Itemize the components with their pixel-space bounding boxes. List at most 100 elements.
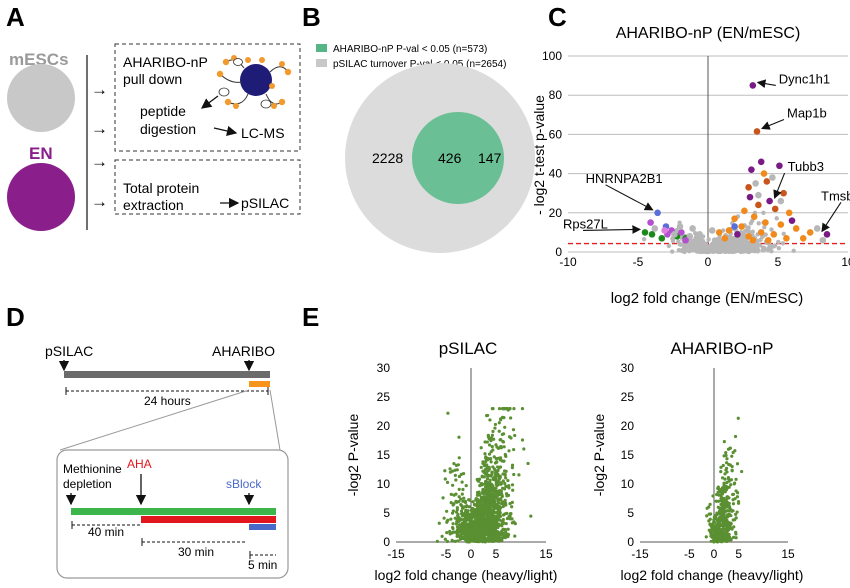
scatter-point: [498, 497, 502, 501]
scatter-point: [456, 512, 460, 516]
volcano-highlight-point: [678, 229, 685, 236]
scatter-point: [464, 505, 468, 509]
scatter-point: [713, 527, 717, 531]
scatter-point: [445, 539, 450, 544]
scatter-point: [467, 535, 472, 539]
scatter-point: [450, 525, 455, 530]
scatter-point: [470, 511, 474, 515]
y-tick-label: 25: [621, 390, 635, 404]
scatter-point: [453, 468, 457, 472]
scatter-point: [717, 535, 721, 539]
scatter-point: [724, 527, 728, 531]
volcano-highlight-point: [748, 166, 755, 173]
scatter-point: [510, 500, 514, 504]
scatter-point: [485, 473, 489, 477]
volcano-highlight-point: [746, 193, 754, 201]
volcano-point: [774, 216, 779, 221]
box1-line1: AHARIBO-nP: [123, 54, 208, 70]
x-tick-label: 15: [781, 547, 795, 561]
volcano-highlight-point: [745, 233, 752, 240]
scatter-point: [449, 517, 453, 521]
scatter-point: [489, 439, 493, 443]
scatter-point: [511, 488, 515, 492]
scatter-point: [450, 538, 454, 542]
box1-line2: pull down: [123, 71, 182, 87]
scatter-point: [452, 502, 456, 506]
panel-letter-a: A: [6, 2, 25, 32]
scatter-point: [440, 534, 444, 538]
arrow-a-3: →: [91, 152, 108, 171]
volcano-highlight-point: [792, 225, 800, 232]
scatter-point: [482, 501, 486, 505]
volcano-highlight-point: [766, 197, 773, 205]
scatter-point: [506, 527, 510, 531]
box1-step2-line1: peptide: [140, 103, 186, 119]
scatter-point: [730, 527, 734, 531]
scatter-point: [725, 480, 729, 485]
volcano-point: [740, 236, 745, 242]
x-tick-label: 0: [711, 547, 718, 561]
volcano-point: [666, 243, 672, 249]
volcano-highlight-point: [731, 215, 738, 222]
zoom-detail-box: [56, 449, 289, 579]
scatter-point: [500, 524, 504, 528]
y-tick-label: 15: [621, 448, 635, 462]
scatter-point: [512, 447, 516, 452]
y-tick-label: 25: [377, 390, 391, 404]
scatter-point: [503, 528, 508, 532]
psilac-plot-xlabel: log2 fold change (heavy/light): [375, 567, 558, 583]
y-tick-label: 0: [555, 245, 562, 259]
volcano-point: [763, 232, 768, 237]
scatter-point: [476, 511, 480, 515]
y-tick-label: 10: [621, 477, 635, 491]
scatter-point: [470, 535, 474, 540]
scatter-point: [492, 488, 496, 493]
volcano-highlight-point: [764, 236, 772, 244]
scatter-point: [448, 470, 453, 474]
scatter-point: [467, 498, 471, 502]
x-tick-label: 0: [468, 547, 475, 561]
volcano-highlight-point: [647, 219, 654, 226]
scatter-point: [716, 530, 720, 534]
scatter-point: [479, 522, 484, 526]
scatter-point: [725, 457, 729, 461]
volcano-highlight-point: [708, 227, 716, 234]
en-label: EN: [29, 144, 53, 163]
volcano-highlight-point: [745, 184, 752, 191]
scatter-point: [467, 513, 471, 517]
volcano-point: [755, 239, 760, 244]
scatter-point: [722, 481, 726, 485]
scatter-point: [708, 522, 712, 526]
volcano-highlight-point: [715, 229, 723, 236]
scatter-point: [443, 469, 447, 473]
gene-label: Tmsb4x: [821, 188, 850, 203]
scatter-point: [489, 460, 493, 464]
scatter-point: [488, 522, 492, 526]
x-tick-label: -10: [559, 255, 577, 269]
scatter-point: [459, 503, 463, 507]
scatter-point: [723, 477, 727, 481]
scatter-point: [452, 462, 456, 466]
scatter-point: [510, 466, 514, 470]
scatter-point: [485, 489, 489, 493]
volcano-point: [761, 210, 766, 215]
volcano-point: [776, 239, 781, 245]
scatter-point: [451, 522, 455, 526]
volcano-highlight-point: [776, 162, 783, 170]
volcano-point: [781, 231, 786, 237]
scatter-point: [511, 428, 516, 432]
volcano-point: [780, 241, 786, 246]
scatter-point: [441, 496, 445, 500]
scatter-point: [490, 407, 494, 411]
volcano-highlight-point: [654, 209, 661, 217]
volcano-point: [692, 247, 697, 253]
scatter-point: [718, 527, 723, 532]
scatter-point: [496, 468, 500, 473]
scatter-point: [491, 429, 495, 434]
scatter-point: [497, 539, 501, 543]
scatter-point: [464, 500, 468, 505]
scatter-point: [712, 538, 716, 542]
scatter-point: [504, 522, 508, 526]
scatter-point: [729, 521, 733, 525]
y-tick-label: 20: [377, 419, 391, 433]
